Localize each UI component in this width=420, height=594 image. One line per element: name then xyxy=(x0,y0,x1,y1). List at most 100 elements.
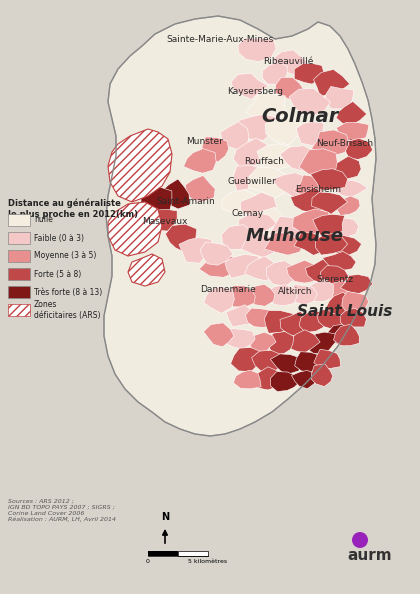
Polygon shape xyxy=(265,114,304,145)
Polygon shape xyxy=(222,189,257,215)
Polygon shape xyxy=(340,308,366,328)
Text: Ribeauvillé: Ribeauvillé xyxy=(263,58,313,67)
Polygon shape xyxy=(313,69,350,97)
Polygon shape xyxy=(220,122,249,150)
Polygon shape xyxy=(293,209,329,233)
Polygon shape xyxy=(148,209,177,231)
Polygon shape xyxy=(291,370,319,388)
Polygon shape xyxy=(141,187,172,219)
Bar xyxy=(8,268,30,280)
Polygon shape xyxy=(234,166,265,191)
Polygon shape xyxy=(221,225,256,249)
Polygon shape xyxy=(108,129,172,202)
Polygon shape xyxy=(231,347,261,372)
Text: Saint-Amarin: Saint-Amarin xyxy=(157,197,215,207)
Polygon shape xyxy=(326,292,352,315)
Polygon shape xyxy=(201,137,228,162)
Polygon shape xyxy=(294,64,324,84)
Polygon shape xyxy=(344,138,373,159)
Text: Distance au généraliste
le plus proche en 2012(km): Distance au généraliste le plus proche e… xyxy=(8,199,138,219)
Polygon shape xyxy=(226,305,256,327)
Polygon shape xyxy=(225,254,259,278)
Polygon shape xyxy=(323,251,356,273)
Text: Colmar: Colmar xyxy=(261,106,339,125)
Bar xyxy=(8,214,30,226)
Polygon shape xyxy=(264,233,304,255)
Text: Munster: Munster xyxy=(186,137,223,147)
Text: Dannemarie: Dannemarie xyxy=(200,285,256,293)
Polygon shape xyxy=(274,50,307,74)
Polygon shape xyxy=(245,308,273,327)
Text: Kaysersberg: Kaysersberg xyxy=(227,87,283,96)
Text: nulle: nulle xyxy=(34,216,53,225)
Polygon shape xyxy=(291,188,330,213)
Polygon shape xyxy=(264,311,297,333)
Text: 5 kilomètres: 5 kilomètres xyxy=(189,559,228,564)
Polygon shape xyxy=(247,332,276,353)
Polygon shape xyxy=(200,242,233,265)
Polygon shape xyxy=(270,354,299,374)
Polygon shape xyxy=(239,114,278,140)
Polygon shape xyxy=(289,89,331,115)
Polygon shape xyxy=(333,324,359,346)
Bar xyxy=(178,551,208,556)
Polygon shape xyxy=(245,94,287,121)
Polygon shape xyxy=(305,259,338,283)
Circle shape xyxy=(352,532,368,548)
Polygon shape xyxy=(257,144,299,169)
Polygon shape xyxy=(294,175,326,197)
Polygon shape xyxy=(286,260,317,283)
Text: Neuf-Brisach: Neuf-Brisach xyxy=(316,140,373,148)
Polygon shape xyxy=(336,122,369,141)
Polygon shape xyxy=(312,130,349,156)
Polygon shape xyxy=(252,350,281,374)
Polygon shape xyxy=(184,148,216,173)
Polygon shape xyxy=(325,87,354,109)
Polygon shape xyxy=(234,370,261,389)
Polygon shape xyxy=(104,16,376,436)
Polygon shape xyxy=(238,38,276,62)
Polygon shape xyxy=(288,285,318,305)
Polygon shape xyxy=(199,254,237,277)
Bar xyxy=(8,286,30,298)
Polygon shape xyxy=(299,311,326,333)
Polygon shape xyxy=(128,254,165,286)
Polygon shape xyxy=(326,218,359,238)
Text: Guebwiller: Guebwiller xyxy=(228,178,276,187)
Polygon shape xyxy=(108,202,162,256)
Polygon shape xyxy=(248,207,296,238)
Polygon shape xyxy=(341,274,373,294)
Text: Faible (0 à 3): Faible (0 à 3) xyxy=(34,233,84,242)
Text: Mulhouse: Mulhouse xyxy=(246,227,344,245)
Polygon shape xyxy=(240,192,276,217)
Text: Sierentz: Sierentz xyxy=(316,274,354,283)
Text: Saint Louis: Saint Louis xyxy=(297,305,393,320)
Text: Rouffach: Rouffach xyxy=(244,157,284,166)
Polygon shape xyxy=(269,216,310,241)
Polygon shape xyxy=(304,332,336,355)
Polygon shape xyxy=(185,175,215,201)
Polygon shape xyxy=(307,279,333,302)
Polygon shape xyxy=(275,77,305,101)
Polygon shape xyxy=(336,102,367,124)
Polygon shape xyxy=(286,330,320,353)
Text: Masevaux: Masevaux xyxy=(142,217,188,226)
Polygon shape xyxy=(310,169,348,190)
Text: Ensisheim: Ensisheim xyxy=(295,185,341,194)
Polygon shape xyxy=(248,167,294,199)
Bar xyxy=(8,232,30,244)
Polygon shape xyxy=(312,192,348,214)
Polygon shape xyxy=(317,309,345,329)
Polygon shape xyxy=(165,224,197,252)
Text: 0: 0 xyxy=(146,559,150,564)
Polygon shape xyxy=(223,328,255,349)
Polygon shape xyxy=(336,180,368,197)
Polygon shape xyxy=(331,234,362,255)
Bar xyxy=(148,551,178,556)
Polygon shape xyxy=(233,138,274,168)
Polygon shape xyxy=(295,352,323,372)
Polygon shape xyxy=(320,266,349,285)
Polygon shape xyxy=(266,331,294,355)
Polygon shape xyxy=(262,62,287,84)
Text: N: N xyxy=(161,512,169,522)
